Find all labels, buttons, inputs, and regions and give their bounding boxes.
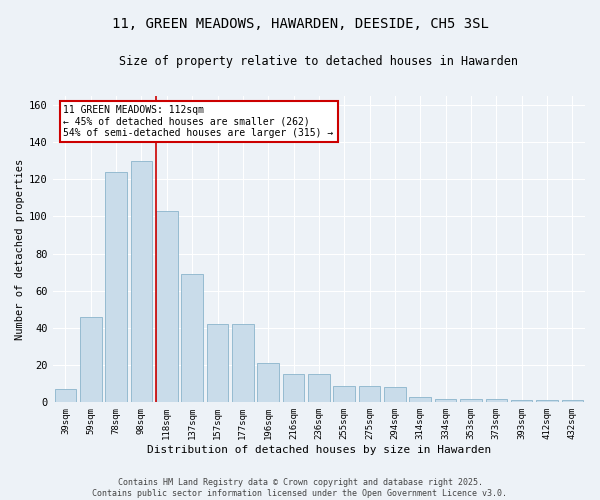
- Bar: [334, 386, 355, 402]
- Bar: [308, 374, 329, 402]
- Bar: [156, 211, 178, 402]
- Bar: [131, 160, 152, 402]
- Bar: [435, 398, 457, 402]
- Text: 11, GREEN MEADOWS, HAWARDEN, DEESIDE, CH5 3SL: 11, GREEN MEADOWS, HAWARDEN, DEESIDE, CH…: [112, 18, 488, 32]
- Bar: [536, 400, 558, 402]
- Bar: [485, 398, 507, 402]
- Bar: [359, 386, 380, 402]
- Bar: [460, 398, 482, 402]
- X-axis label: Distribution of detached houses by size in Hawarden: Distribution of detached houses by size …: [147, 445, 491, 455]
- Bar: [207, 324, 228, 402]
- Bar: [80, 317, 101, 402]
- Y-axis label: Number of detached properties: Number of detached properties: [15, 158, 25, 340]
- Text: 11 GREEN MEADOWS: 112sqm
← 45% of detached houses are smaller (262)
54% of semi-: 11 GREEN MEADOWS: 112sqm ← 45% of detach…: [64, 105, 334, 138]
- Bar: [106, 172, 127, 402]
- Bar: [232, 324, 254, 402]
- Bar: [511, 400, 532, 402]
- Title: Size of property relative to detached houses in Hawarden: Size of property relative to detached ho…: [119, 55, 518, 68]
- Bar: [283, 374, 304, 402]
- Bar: [409, 397, 431, 402]
- Bar: [257, 364, 279, 403]
- Bar: [181, 274, 203, 402]
- Bar: [562, 400, 583, 402]
- Text: Contains HM Land Registry data © Crown copyright and database right 2025.
Contai: Contains HM Land Registry data © Crown c…: [92, 478, 508, 498]
- Bar: [55, 390, 76, 402]
- Bar: [384, 388, 406, 402]
